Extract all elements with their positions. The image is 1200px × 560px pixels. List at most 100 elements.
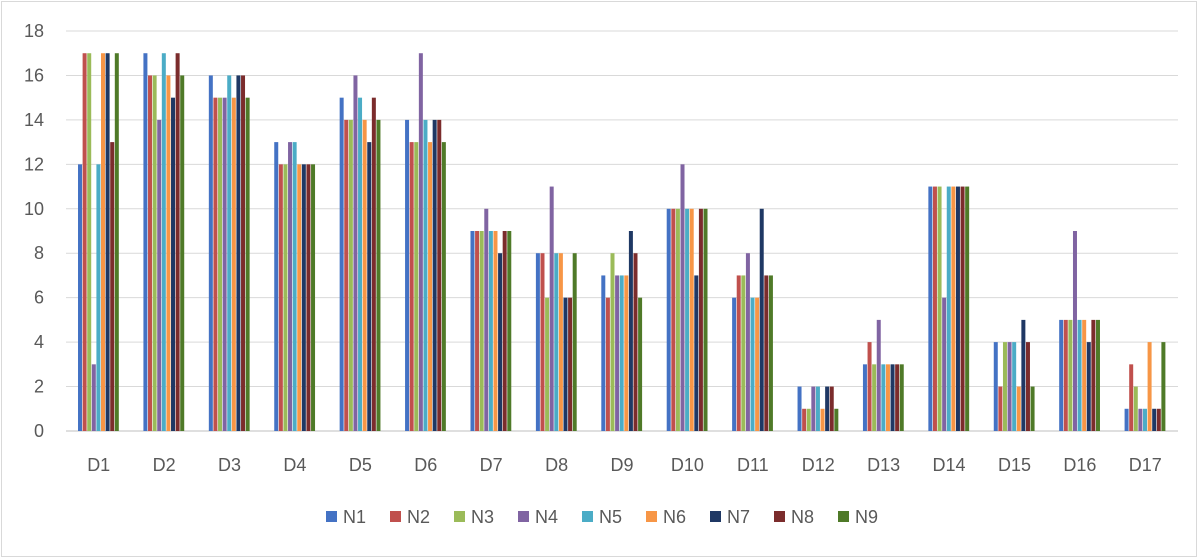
bar-n3-d3 [218, 97, 223, 432]
bar-n5-d12 [815, 386, 820, 431]
x-tick-label: D15 [998, 455, 1031, 475]
bar-n5-d9 [619, 275, 624, 431]
bar-n9-d4 [311, 164, 316, 431]
bar-n5-d10 [685, 208, 690, 431]
bar-n1-d15 [993, 342, 998, 431]
bar-n9-d16 [1095, 319, 1100, 431]
bar-n7-d13 [890, 364, 895, 431]
bar-n4-d16 [1072, 231, 1077, 431]
y-tick-label: 12 [24, 154, 44, 174]
bar-n7-d7 [498, 253, 503, 431]
bar-n6-d6 [428, 142, 433, 432]
bar-n6-d12 [820, 408, 825, 431]
bar-n1-d13 [862, 364, 867, 431]
bar-n5-d8 [554, 253, 559, 431]
bar-n1-d5 [339, 97, 344, 432]
bar-n9-d8 [572, 253, 577, 431]
legend-swatch-n7 [710, 511, 721, 522]
bar-n6-d8 [558, 253, 563, 431]
y-tick-label: 4 [34, 332, 44, 352]
bar-n2-d9 [605, 297, 610, 431]
bar-n3-d14 [937, 186, 942, 431]
bar-n6-d17 [1147, 342, 1152, 431]
bar-n9-d11 [768, 275, 773, 431]
bar-n7-d6 [432, 119, 437, 431]
bar-n7-d1 [105, 53, 110, 431]
bar-n8-d3 [241, 75, 246, 431]
bar-n9-d10 [703, 208, 708, 431]
legend-label-n4: N4 [535, 507, 558, 527]
bar-n2-d1 [82, 53, 87, 431]
legend-swatch-n2 [390, 511, 401, 522]
bar-n1-d9 [601, 275, 606, 431]
bar-n5-d3 [227, 75, 232, 431]
bar-n8-d13 [895, 364, 900, 431]
bar-n6-d16 [1082, 319, 1087, 431]
x-tick-label: D12 [802, 455, 835, 475]
bar-n4-d12 [811, 386, 816, 431]
bar-n5-d15 [1012, 342, 1017, 431]
bar-n6-d4 [297, 164, 302, 431]
y-tick-label: 10 [24, 199, 44, 219]
bar-n8-d11 [764, 275, 769, 431]
bar-n1-d10 [666, 208, 671, 431]
bar-n2-d13 [867, 342, 872, 431]
bar-n8-d8 [568, 297, 573, 431]
bar-n9-d15 [1030, 386, 1035, 431]
x-tick-label: D3 [218, 455, 241, 475]
bar-n6-d13 [885, 364, 890, 431]
legend-label-n3: N3 [471, 507, 494, 527]
bar-n3-d6 [414, 142, 419, 432]
bar-n3-d4 [283, 164, 288, 431]
bar-n1-d8 [535, 253, 540, 431]
bar-n3-d8 [545, 297, 550, 431]
bar-n3-d7 [479, 231, 484, 431]
x-tick-label: D6 [414, 455, 437, 475]
legend-swatch-n3 [454, 511, 465, 522]
legend-label-n1: N1 [343, 507, 366, 527]
y-tick-label: 16 [24, 65, 44, 85]
x-tick-label: D1 [87, 455, 110, 475]
bar-n8-d2 [175, 53, 180, 431]
bar-n1-d1 [78, 164, 83, 431]
bar-n8-d7 [502, 231, 507, 431]
y-tick-label: 18 [24, 21, 44, 41]
bar-n1-d2 [143, 53, 148, 431]
bar-n4-d7 [484, 208, 489, 431]
bar-n4-d5 [353, 75, 358, 431]
bar-n9-d13 [899, 364, 904, 431]
y-tick-label: 2 [34, 377, 44, 397]
legend-swatch-n8 [774, 511, 785, 522]
bar-n4-d15 [1007, 342, 1012, 431]
y-tick-label: 8 [34, 243, 44, 263]
bar-n1-d6 [405, 119, 410, 431]
bar-n5-d17 [1142, 408, 1147, 431]
bar-n4-d1 [91, 364, 96, 431]
bar-n7-d14 [955, 186, 960, 431]
x-tick-label: D5 [349, 455, 372, 475]
bar-n3-d15 [1002, 342, 1007, 431]
bar-n2-d6 [409, 142, 414, 432]
bar-n2-d12 [802, 408, 807, 431]
x-tick-label: D16 [1063, 455, 1096, 475]
bar-n1-d12 [797, 386, 802, 431]
legend-label-n5: N5 [599, 507, 622, 527]
bar-n7-d4 [301, 164, 306, 431]
bar-n5-d16 [1077, 319, 1082, 431]
bar-n2-d4 [278, 164, 283, 431]
bar-n2-d10 [671, 208, 676, 431]
bar-n4-d14 [942, 297, 947, 431]
bar-n9-d12 [834, 408, 839, 431]
bar-n5-d2 [161, 53, 166, 431]
legend-swatch-n4 [518, 511, 529, 522]
bar-n7-d16 [1086, 342, 1091, 431]
bar-n4-d3 [222, 97, 227, 432]
bar-n1-d14 [928, 186, 933, 431]
bar-n2-d17 [1129, 364, 1134, 431]
bar-n1-d16 [1059, 319, 1064, 431]
bar-n8-d14 [960, 186, 965, 431]
bar-n1-d11 [732, 297, 737, 431]
bar-n4-d9 [615, 275, 620, 431]
x-tick-label: D7 [480, 455, 503, 475]
bar-n5-d4 [292, 142, 297, 432]
